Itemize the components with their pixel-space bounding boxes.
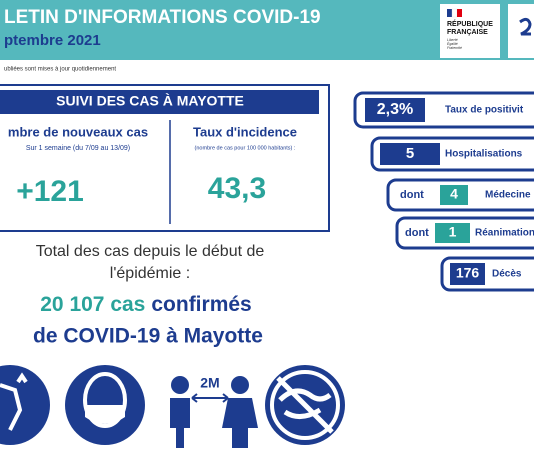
icon-person: [231, 376, 249, 394]
icon-prohibit: [276, 376, 334, 434]
total-text: l'épidémie :: [110, 265, 190, 282]
indicator-value-box: [435, 223, 470, 243]
icon-arrow: [191, 393, 229, 403]
incidence-label: Taux d'incidence: [193, 124, 297, 139]
flag: [447, 9, 452, 17]
indicator-value-box: [380, 143, 440, 165]
indicators: 2,3% Taux de positivit 5 Hospitalisations do…: [353, 91, 534, 292]
cases-box-header: [0, 90, 319, 114]
indicator-prefix: dont: [405, 227, 429, 239]
logo-box: [508, 4, 534, 58]
flag: [457, 9, 462, 17]
indicator-label: Taux de positivit: [445, 105, 524, 116]
total-count: 20 107 cas: [40, 293, 145, 316]
header-date: ptembre 2021: [4, 32, 101, 49]
header-note: ubliées sont mises à jour quotidiennemen…: [4, 67, 116, 73]
new-cases-value: +121: [16, 175, 84, 208]
new-cases-label: mbre de nouveaux cas: [8, 124, 148, 139]
icons: 2M: [0, 365, 345, 448]
indicator-label: Réanimation: [475, 228, 534, 239]
logo-name: RÉPUBLIQUE: [447, 19, 493, 28]
icon-person: [170, 398, 190, 448]
indicator-value: 5: [406, 145, 414, 162]
icon-person: [222, 398, 258, 448]
icon-mask-shape: [85, 405, 125, 424]
indicator-value-box: [365, 98, 425, 122]
logo-motto: Égalité: [447, 41, 458, 46]
incidence-sub: (nombre de cas pour 100 000 habitants) :: [195, 145, 296, 151]
incidence-value: 43,3: [208, 172, 266, 205]
total-rest: de COVID-19 à Mayotte: [33, 325, 263, 348]
header-title: LETIN D'INFORMATIONS COVID-19: [4, 7, 321, 28]
indicator-value-box: [440, 185, 468, 205]
icon-handshake-shape: [278, 388, 332, 419]
flag: [451, 8, 458, 18]
total-text: Total des cas depuis le début de: [36, 243, 265, 260]
indicator-value: 2,3%: [377, 101, 413, 118]
total-count-line: 20 107 cas confirmés: [40, 293, 251, 316]
icon-mask-shape: [83, 372, 127, 428]
total-confirmed: confirmés: [151, 293, 251, 316]
icon-person: [171, 376, 189, 394]
icon-distance-label: 2M: [200, 375, 219, 391]
logo-motto: Liberté: [447, 38, 458, 42]
ars-logo: [519, 17, 532, 36]
indicator-value: 1: [449, 224, 457, 240]
indicator-value-box: [450, 263, 485, 285]
icon-prohibit: [270, 370, 340, 440]
indicator-label: Décès: [492, 269, 522, 280]
indicator-prefix: dont: [400, 189, 424, 201]
icon-wash-shape: [0, 372, 28, 431]
indicator-label: Hospitalisations: [445, 149, 523, 160]
logo-motto: Fraternité: [447, 46, 462, 50]
indicator-value: 176: [456, 265, 480, 281]
logo-name: FRANÇAISE: [447, 29, 488, 36]
indicator-label: Médecine: [485, 190, 531, 201]
new-cases-sub: Sur 1 semaine (du 7/09 au 13/09): [26, 145, 130, 152]
cases-box-title: SUIVI DES CAS À MAYOTTE: [56, 93, 244, 109]
indicator-value: 4: [450, 186, 458, 202]
